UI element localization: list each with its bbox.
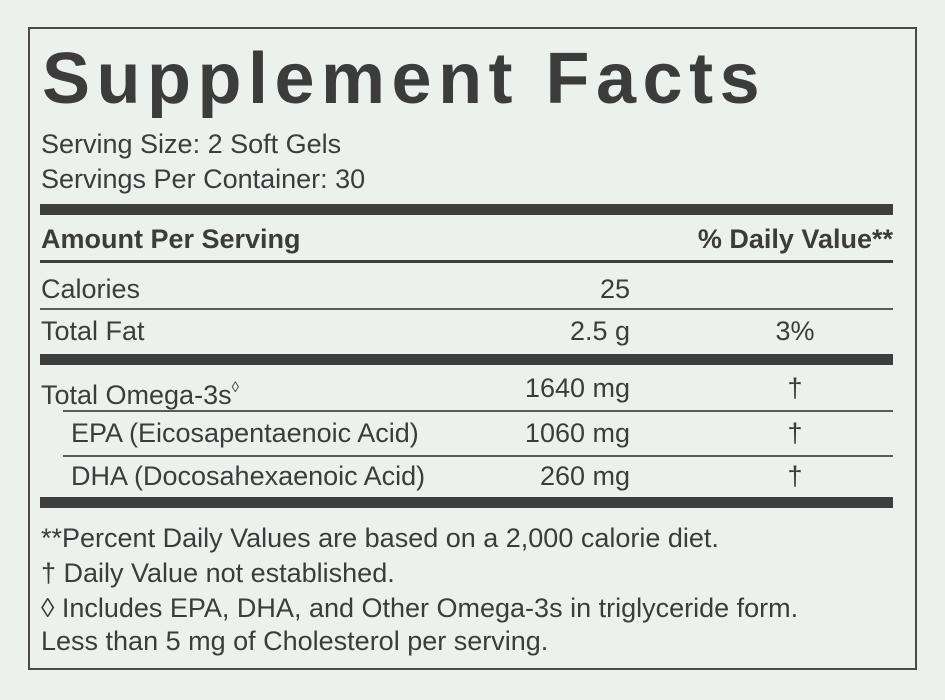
divider [40,497,893,508]
header-daily-value: % Daily Value** [697,224,893,254]
footnote: † Daily Value not established. [41,558,395,588]
daily-value: † [787,418,803,448]
supplement-facts-label: Supplement Facts Serving Size: 2 Soft Ge… [28,27,917,670]
marker: ◊ [231,379,240,396]
row-amount: 1060 mg [524,418,630,448]
footnote: **Percent Daily Values are based on a 2,… [41,523,719,553]
divider [40,354,893,365]
row-amount: 260 mg [539,461,630,491]
title: Supplement Facts [42,39,767,119]
header-amount: Amount Per Serving [41,224,301,254]
divider [40,308,893,310]
row-name: EPA (Eicosapentaenoic Acid) [71,418,419,448]
serving-size: Serving Size: 2 Soft Gels [41,129,342,159]
row-name: Total Fat [41,316,145,346]
daily-value: † [787,461,803,491]
divider [63,410,893,412]
nutrient-name: Total Omega-3s [41,380,232,410]
row-name: Total Omega-3s◊ [41,373,239,410]
servings-per-container: Servings Per Container: 30 [41,164,366,194]
divider [40,260,893,263]
daily-value: † [787,373,803,403]
daily-value: 3% [775,316,815,346]
row-name: Calories [41,274,141,304]
footnote: Less than 5 mg of Cholesterol per servin… [41,626,549,656]
footnote: ◊ Includes EPA, DHA, and Other Omega-3s … [41,593,799,623]
row-name: DHA (Docosahexaenoic Acid) [71,461,426,491]
divider [63,455,893,457]
row-amount: 25 [599,274,630,304]
row-amount: 1640 mg [524,373,630,403]
divider [40,204,893,215]
row-amount: 2.5 g [569,316,630,346]
